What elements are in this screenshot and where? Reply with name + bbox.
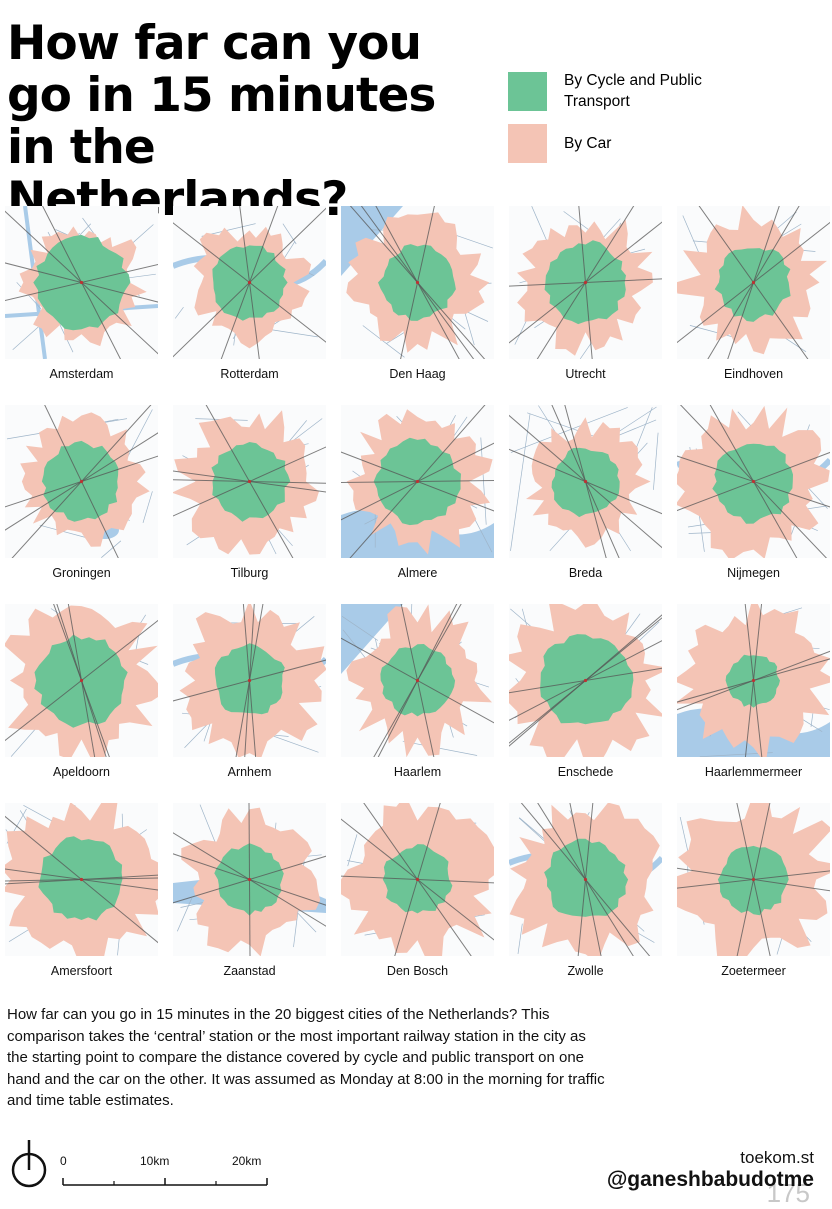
map-tile-zaanstad bbox=[173, 803, 326, 956]
station-marker bbox=[752, 679, 755, 682]
station-marker bbox=[584, 281, 587, 284]
map-tile-utrecht bbox=[509, 206, 662, 359]
legend-label-car: By Car bbox=[564, 133, 724, 154]
map-tile-arnhem bbox=[173, 604, 326, 757]
minor-road bbox=[283, 224, 296, 244]
map-tile-tilburg bbox=[173, 405, 326, 558]
legend-item-car: By Car bbox=[508, 124, 724, 163]
legend-item-cycle: By Cycle and Public Transport bbox=[508, 70, 724, 112]
city-label-apeldoorn: Apeldoorn bbox=[0, 765, 167, 779]
city-label-den-haag: Den Haag bbox=[333, 367, 503, 381]
map-tile-groningen bbox=[5, 405, 158, 558]
station-marker bbox=[416, 878, 419, 881]
map-tile-rotterdam bbox=[173, 206, 326, 359]
city-label-utrecht: Utrecht bbox=[501, 367, 671, 381]
station-marker bbox=[80, 878, 83, 881]
description-text: How far can you go in 15 minutes in the … bbox=[7, 1004, 607, 1112]
station-marker bbox=[248, 679, 251, 682]
station-marker bbox=[584, 679, 587, 682]
station-marker bbox=[416, 480, 419, 483]
station-marker bbox=[80, 281, 83, 284]
station-marker bbox=[584, 878, 587, 881]
station-marker bbox=[80, 679, 83, 682]
credit-handle: @ganeshbabudotme bbox=[607, 1168, 814, 1192]
station-marker bbox=[248, 480, 251, 483]
city-label-zwolle: Zwolle bbox=[501, 964, 671, 978]
station-marker bbox=[416, 281, 419, 284]
station-marker bbox=[584, 480, 587, 483]
map-tile-haarlem bbox=[341, 604, 494, 757]
minor-road bbox=[636, 407, 652, 449]
station-marker bbox=[248, 281, 251, 284]
legend-swatch-cycle bbox=[508, 72, 547, 111]
map-tile-breda bbox=[509, 405, 662, 558]
scale-ruler bbox=[63, 1178, 267, 1185]
map-tile-apeldoorn bbox=[5, 604, 158, 757]
map-tile-amsterdam bbox=[5, 206, 158, 359]
map-tile-enschede bbox=[509, 604, 662, 757]
city-label-amsterdam: Amsterdam bbox=[0, 367, 167, 381]
scale-label-20km: 20km bbox=[232, 1154, 261, 1168]
city-label-arnhem: Arnhem bbox=[165, 765, 335, 779]
credit-site: toekom.st bbox=[740, 1148, 814, 1168]
station-marker bbox=[752, 480, 755, 483]
minor-road bbox=[518, 924, 522, 954]
city-label-enschede: Enschede bbox=[501, 765, 671, 779]
map-tile-amersfoort bbox=[5, 803, 158, 956]
station-marker bbox=[80, 480, 83, 483]
city-label-zaanstad: Zaanstad bbox=[165, 964, 335, 978]
minor-road bbox=[175, 307, 183, 318]
city-label-amersfoort: Amersfoort bbox=[0, 964, 167, 978]
scale-label-0: 0 bbox=[60, 1154, 67, 1168]
station-marker bbox=[752, 281, 755, 284]
north-compass-icon bbox=[13, 1140, 45, 1186]
map-tile-den-haag bbox=[341, 206, 494, 359]
station-marker bbox=[416, 679, 419, 682]
station-marker bbox=[752, 878, 755, 881]
station-marker bbox=[248, 878, 251, 881]
city-label-den-bosch: Den Bosch bbox=[333, 964, 503, 978]
map-tile-den-bosch bbox=[341, 803, 494, 956]
page-title: How far can you go in 15 minutes in the … bbox=[7, 18, 477, 226]
map-tile-nijmegen bbox=[677, 405, 830, 558]
legend-swatch-car bbox=[508, 124, 547, 163]
city-label-rotterdam: Rotterdam bbox=[165, 367, 335, 381]
minor-road bbox=[653, 433, 658, 490]
map-tile-zoetermeer bbox=[677, 803, 830, 956]
city-label-zoetermeer: Zoetermeer bbox=[669, 964, 832, 978]
city-label-breda: Breda bbox=[501, 566, 671, 580]
city-label-haarlemmermeer: Haarlemmermeer bbox=[669, 765, 832, 779]
minor-road bbox=[143, 491, 152, 523]
city-label-almere: Almere bbox=[333, 566, 503, 580]
map-tile-haarlemmermeer bbox=[677, 604, 830, 757]
city-label-tilburg: Tilburg bbox=[165, 566, 335, 580]
city-label-nijmegen: Nijmegen bbox=[669, 566, 832, 580]
legend-label-cycle: By Cycle and Public Transport bbox=[564, 70, 724, 112]
city-label-haarlem: Haarlem bbox=[333, 765, 503, 779]
minor-road bbox=[511, 414, 531, 551]
map-tile-almere bbox=[341, 405, 494, 558]
scale-label-10km: 10km bbox=[140, 1154, 169, 1168]
map-tile-zwolle bbox=[509, 803, 662, 956]
city-label-groningen: Groningen bbox=[0, 566, 167, 580]
city-label-eindhoven: Eindhoven bbox=[669, 367, 832, 381]
map-tile-eindhoven bbox=[677, 206, 830, 359]
